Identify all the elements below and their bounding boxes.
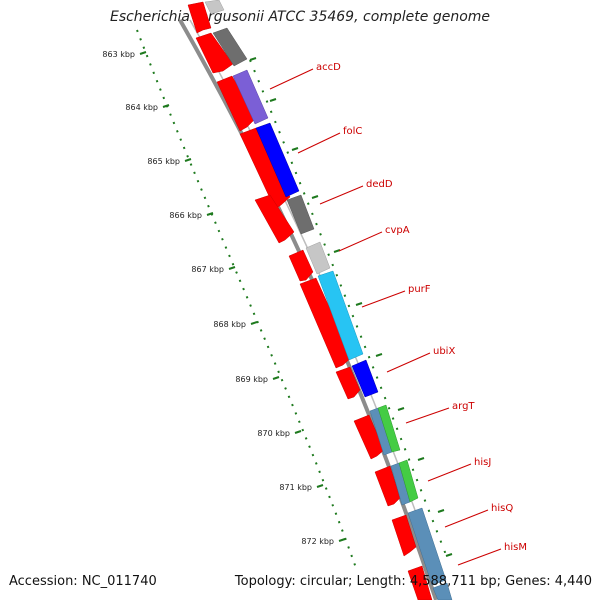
cds-arrow[interactable]: [391, 514, 417, 557]
genome-backbone-line: [178, 19, 438, 600]
gene-leader-line: [457, 548, 502, 566]
outer-dotted-line: [249, 59, 449, 561]
feature-box[interactable]: [377, 404, 401, 453]
ruler-tick-mark: [316, 484, 324, 488]
cds-arrow[interactable]: [288, 249, 314, 282]
gene-label-ubiX[interactable]: ubiX: [433, 346, 455, 357]
gene-leader-line: [405, 407, 450, 424]
ruler-tick-label: 864 kbp: [125, 103, 158, 112]
gene-leader-line: [427, 463, 472, 482]
ruler-tick-label: 868 kbp: [213, 320, 246, 329]
gene-leader-line: [338, 231, 383, 252]
feature-box[interactable]: [432, 582, 453, 600]
ruler-tick-label: 869 kbp: [235, 375, 268, 384]
gene-label-purF[interactable]: purF: [408, 284, 431, 295]
ruler-tick-mark: [294, 430, 302, 434]
gene-label-hisM[interactable]: hisM: [504, 542, 527, 553]
ruler-tick-mark: [228, 266, 236, 270]
feature-box[interactable]: [212, 27, 248, 67]
cds-arrow[interactable]: [187, 1, 212, 34]
cds-arrow[interactable]: [407, 565, 433, 600]
ruler-tick-label: 871 kbp: [279, 483, 312, 492]
gene-label-argT[interactable]: argT: [452, 401, 475, 412]
gene-label-hisQ[interactable]: hisQ: [491, 503, 513, 514]
ruler-tick-label: 867 kbp: [191, 265, 224, 274]
ruler-tick-mark: [338, 538, 346, 542]
gene-label-cvpA[interactable]: cvpA: [385, 225, 410, 236]
cds-arrow[interactable]: [299, 277, 353, 369]
ruler-tick-label: 866 kbp: [169, 211, 202, 220]
feature-box[interactable]: [317, 270, 364, 361]
ruler-tick-label: 870 kbp: [257, 429, 290, 438]
ruler-tick-label: 863 kbp: [102, 50, 135, 59]
ruler-tick-label: 872 kbp: [301, 537, 334, 546]
ruler-tick-mark: [272, 376, 280, 380]
feature-box[interactable]: [398, 459, 419, 503]
feature-box[interactable]: [407, 507, 447, 586]
ruler-ticks: 863 kbp 864 kbp 865 kbp 866 kbp 867 kbp 868 k…: [102, 50, 346, 546]
accession-text: Accession: NC_011740: [9, 574, 157, 589]
ruler-tick-mark: [162, 104, 170, 108]
cds-arrow[interactable]: [335, 366, 361, 400]
gene-label-folC[interactable]: folC: [343, 126, 362, 137]
gene-leader-line: [269, 68, 314, 90]
topology-text: Topology: circular; Length: 4,588,711 bp…: [234, 574, 592, 589]
feature-box[interactable]: [204, 0, 225, 15]
ruler-tick-label: 865 kbp: [147, 157, 180, 166]
feature-box-row: [204, 0, 453, 600]
cds-arrow[interactable]: [353, 414, 385, 460]
feature-box[interactable]: [286, 194, 315, 235]
gene-label-accD[interactable]: accD: [316, 62, 341, 73]
ruler-tick-mark: [206, 212, 214, 216]
feature-box[interactable]: [351, 359, 379, 398]
ruler-tick-mark: [250, 321, 258, 325]
gene-leader-line: [386, 352, 431, 373]
gene-leader-line: [297, 132, 341, 154]
cds-arrow[interactable]: [216, 75, 257, 132]
ruler-tick-mark: [139, 51, 147, 55]
cds-arrow[interactable]: [254, 194, 295, 244]
cds-arrow-row: [187, 1, 433, 600]
gene-label-hisJ[interactable]: hisJ: [474, 457, 491, 468]
feature-box[interactable]: [255, 122, 300, 198]
ruler-tick-mark: [184, 158, 192, 162]
cds-arrow[interactable]: [374, 465, 401, 507]
feature-box[interactable]: [232, 69, 269, 125]
gene-leader-line: [444, 509, 489, 528]
gene-label-dedD[interactable]: dedD: [366, 179, 393, 190]
gene-leader-line: [361, 290, 406, 308]
feature-box[interactable]: [305, 241, 331, 275]
gene-leader-line: [319, 185, 364, 205]
gene-labels: accD folC dedD cvpA purF ubiX argT hisJ hisQ hisM: [269, 62, 527, 566]
cds-arrow[interactable]: [195, 32, 234, 74]
outer-track-ticks: [249, 57, 453, 557]
